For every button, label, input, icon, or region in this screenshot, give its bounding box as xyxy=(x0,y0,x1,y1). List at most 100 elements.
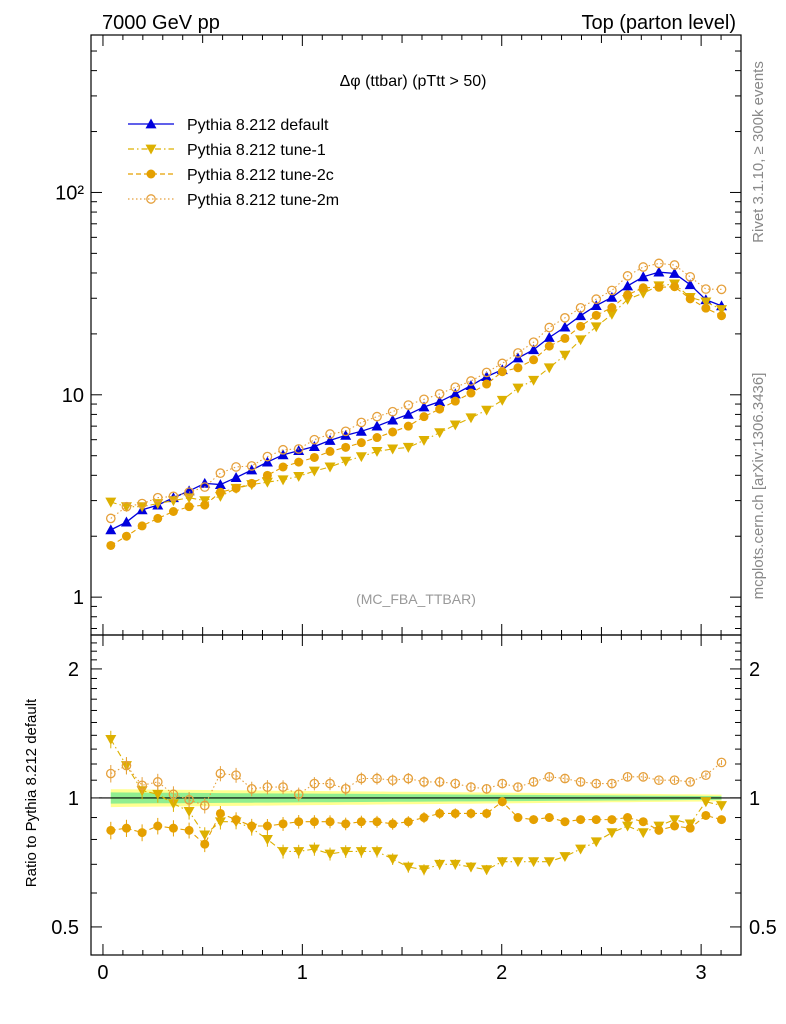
x-tick-label: 3 xyxy=(696,962,707,984)
ratio-point xyxy=(168,789,179,800)
ratio-point xyxy=(387,854,399,865)
ratio-point xyxy=(152,777,163,787)
ratio-point xyxy=(670,821,680,831)
ratio-series-2 xyxy=(106,797,727,853)
data-point xyxy=(388,427,398,437)
data-point xyxy=(528,375,540,386)
ratio-point xyxy=(340,847,352,857)
data-point xyxy=(622,280,634,291)
data-point xyxy=(623,290,633,300)
legend-label: Pythia 8.212 tune-2m xyxy=(187,192,339,209)
data-point xyxy=(497,358,508,369)
ratio-point xyxy=(152,789,164,800)
data-point xyxy=(654,282,664,292)
data-point xyxy=(308,466,320,477)
ratio-point xyxy=(466,782,476,792)
ratio-point xyxy=(544,813,554,823)
ratio-point xyxy=(481,865,493,876)
ratio-point xyxy=(215,808,225,818)
ratio-point xyxy=(575,777,586,787)
data-point xyxy=(716,305,728,315)
data-point xyxy=(215,487,225,497)
data-point xyxy=(653,266,665,277)
ratio-point xyxy=(607,815,617,825)
ratio-point xyxy=(105,768,116,779)
data-point xyxy=(355,425,367,436)
data-point xyxy=(371,447,383,457)
ratio-point xyxy=(543,857,555,868)
ratio-point xyxy=(167,799,179,810)
data-point xyxy=(543,331,555,342)
series-line xyxy=(110,262,722,519)
ratio-point xyxy=(137,780,147,791)
data-point xyxy=(638,283,648,293)
data-point xyxy=(434,389,445,399)
ratio-y-tick-label-right: 0.5 xyxy=(749,917,777,939)
ratio-point xyxy=(700,797,712,808)
ratio-series-3 xyxy=(105,757,727,814)
data-point xyxy=(481,367,492,378)
ratio-point xyxy=(607,778,617,789)
ratio-y-tick-label-right: 2 xyxy=(749,659,760,681)
data-point xyxy=(105,513,116,524)
header-left-label: 7000 GeV pp xyxy=(102,12,220,34)
data-point xyxy=(685,271,696,282)
x-tick-label: 0 xyxy=(97,962,108,984)
series-line xyxy=(110,271,722,531)
data-point xyxy=(512,383,524,394)
data-point xyxy=(513,348,523,358)
legend-marker xyxy=(145,144,157,155)
data-point xyxy=(496,395,508,406)
data-point xyxy=(340,456,352,467)
ratio-point xyxy=(513,813,523,823)
ratio-point xyxy=(575,844,587,855)
data-point xyxy=(529,355,539,365)
data-point xyxy=(324,462,336,473)
ratio-point xyxy=(325,817,335,827)
ratio-point xyxy=(183,807,195,817)
data-point xyxy=(120,516,132,527)
ratio-point xyxy=(246,784,257,794)
ratio-point xyxy=(324,849,336,860)
ratio-point xyxy=(262,821,272,831)
data-point xyxy=(544,341,554,351)
ratio-point xyxy=(278,782,288,792)
ratio-point xyxy=(402,862,414,873)
ratio-point xyxy=(717,815,727,825)
data-point xyxy=(622,271,633,281)
ratio-point xyxy=(419,813,429,823)
data-point xyxy=(402,442,414,453)
ratio-point xyxy=(106,825,116,835)
ratio-point xyxy=(513,782,523,792)
ratio-point xyxy=(121,823,131,833)
data-point xyxy=(309,434,320,445)
data-point xyxy=(231,462,241,472)
ratio-point xyxy=(341,819,351,829)
data-point xyxy=(590,322,602,333)
data-point xyxy=(215,468,226,479)
data-point xyxy=(434,396,446,407)
data-point xyxy=(214,479,226,489)
ratio-point xyxy=(638,771,649,782)
data-point xyxy=(152,492,163,503)
header-right-label: Top (parton level) xyxy=(581,12,736,34)
ratio-point xyxy=(309,778,320,789)
data-point xyxy=(294,457,304,467)
data-point xyxy=(184,502,194,512)
ratio-point xyxy=(622,821,634,832)
data-point xyxy=(341,442,351,452)
ratio-point xyxy=(606,828,618,839)
ratio-point xyxy=(309,817,319,827)
data-point xyxy=(418,436,430,446)
data-point xyxy=(717,311,727,321)
data-point xyxy=(105,524,117,535)
data-point xyxy=(261,477,273,488)
data-point xyxy=(231,483,241,493)
ratio-point xyxy=(669,815,681,826)
data-point xyxy=(261,456,273,467)
data-point xyxy=(106,540,116,550)
ratio-point xyxy=(356,817,366,827)
ratio-plot-frame xyxy=(90,634,742,956)
ratio-point xyxy=(590,837,602,848)
